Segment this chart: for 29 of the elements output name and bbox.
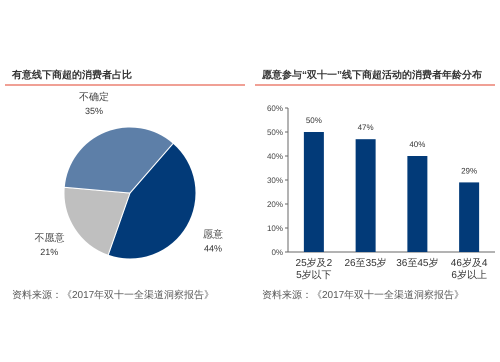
bar <box>356 139 376 252</box>
text: 资料来源：《2017年双十一全渠道洞察报告》 <box>12 289 214 301</box>
data-label: 21% <box>40 247 58 258</box>
x-tick-label: 25岁及25岁以下 <box>296 257 333 281</box>
data-label: 29% <box>461 166 478 176</box>
y-tick-label: 20% <box>266 200 283 209</box>
bar <box>407 156 428 252</box>
chart-title: 愿意参与“双十一”线下商超活动的消费者年龄分布 <box>261 69 482 81</box>
y-tick-label: 50% <box>266 128 283 137</box>
data-label: 35% <box>85 106 104 116</box>
y-tick-label: 10% <box>266 224 283 233</box>
bar <box>304 132 324 252</box>
slice-label: 不确定 <box>79 90 110 103</box>
x-tick-label: 26至35岁 <box>344 257 387 269</box>
y-tick-label: 30% <box>266 176 283 185</box>
slice-label: 愿意 <box>202 228 223 240</box>
text: 资料来源：《2017年双十一全渠道洞察报告》 <box>262 289 464 301</box>
data-label: 47% <box>358 123 374 132</box>
y-tick-label: 40% <box>266 152 283 161</box>
chart-title: 有意线下商超的消费者占比 <box>11 69 132 81</box>
x-tick-label: 46岁及46岁以上 <box>450 257 488 281</box>
data-label: 44% <box>204 243 222 254</box>
slice-label: 不愿意 <box>34 232 64 244</box>
data-label: 50% <box>306 116 322 125</box>
x-tick-label: 36至45岁 <box>396 257 438 269</box>
data-label: 40% <box>409 140 426 149</box>
bar <box>459 182 480 252</box>
y-tick-label: 0% <box>271 248 283 257</box>
y-tick-label: 60% <box>266 104 283 113</box>
